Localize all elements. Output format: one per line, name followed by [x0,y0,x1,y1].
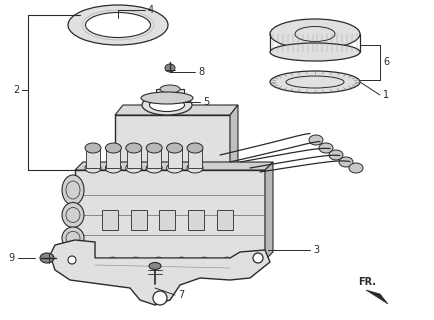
Ellipse shape [62,227,84,249]
Ellipse shape [160,85,180,93]
Polygon shape [365,290,387,304]
Bar [106,148,120,168]
Ellipse shape [154,257,162,263]
Ellipse shape [246,257,253,263]
Ellipse shape [68,256,76,264]
Ellipse shape [62,203,84,228]
Ellipse shape [149,262,161,269]
Ellipse shape [187,163,203,173]
Polygon shape [156,89,184,105]
Ellipse shape [177,257,185,263]
Ellipse shape [253,253,263,263]
Ellipse shape [328,150,342,160]
Ellipse shape [146,163,162,173]
Ellipse shape [146,143,162,153]
Ellipse shape [338,157,352,167]
Ellipse shape [85,163,101,173]
Bar [115,115,230,175]
Text: 2: 2 [14,85,20,95]
Ellipse shape [270,43,359,61]
Text: 6: 6 [382,57,388,67]
Ellipse shape [223,257,230,263]
Text: 1: 1 [382,90,388,100]
Bar [147,148,161,168]
Ellipse shape [40,253,54,263]
Bar [159,210,175,230]
Ellipse shape [348,163,362,173]
Polygon shape [75,162,273,170]
Bar [86,148,100,168]
Bar [131,210,146,230]
Polygon shape [115,105,237,115]
Ellipse shape [132,257,139,263]
Text: 4: 4 [148,5,154,15]
Ellipse shape [85,12,150,37]
Ellipse shape [125,163,141,173]
Text: 9: 9 [9,253,15,263]
Text: 3: 3 [312,245,319,255]
Ellipse shape [200,257,208,263]
Ellipse shape [68,5,168,45]
Ellipse shape [187,143,203,153]
Text: 5: 5 [203,97,209,107]
Ellipse shape [166,163,182,173]
Bar [75,170,264,260]
Ellipse shape [105,163,121,173]
Bar [188,210,204,230]
Ellipse shape [125,143,141,153]
Bar [126,148,141,168]
Ellipse shape [270,19,359,49]
Text: FR.: FR. [357,277,375,287]
Ellipse shape [164,64,174,72]
Ellipse shape [308,135,322,145]
Ellipse shape [85,143,101,153]
Polygon shape [230,105,237,175]
Ellipse shape [141,95,191,115]
Bar [102,210,118,230]
Ellipse shape [108,257,117,263]
Bar [217,210,233,230]
Ellipse shape [62,175,84,205]
Ellipse shape [153,291,167,305]
Ellipse shape [270,71,359,93]
Ellipse shape [86,257,94,263]
Polygon shape [264,162,273,260]
Text: 7: 7 [178,290,184,300]
Ellipse shape [105,143,121,153]
Ellipse shape [149,99,184,111]
Ellipse shape [318,143,332,153]
Polygon shape [50,240,270,305]
Ellipse shape [141,92,193,104]
Ellipse shape [166,143,182,153]
Bar [167,148,181,168]
Bar [187,148,201,168]
Text: 8: 8 [197,67,204,77]
